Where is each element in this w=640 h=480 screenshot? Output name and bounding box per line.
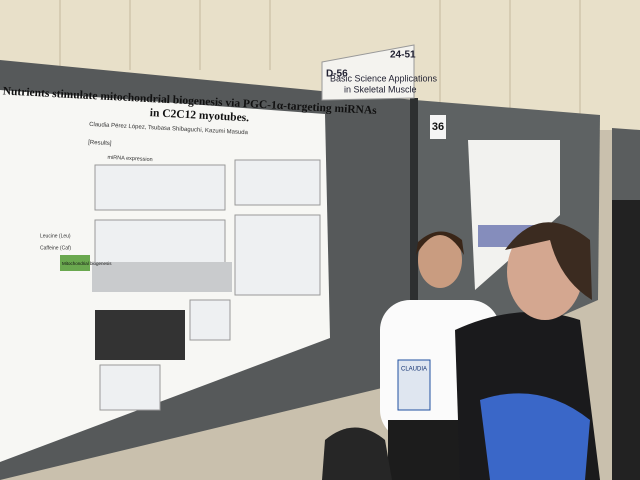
person-pants <box>388 420 468 480</box>
poster-section: [Results] <box>88 140 112 147</box>
person-hair <box>505 222 592 300</box>
board-number: 36 <box>432 121 444 133</box>
badge-name: CLAUDIA <box>401 367 427 373</box>
poster-label: Caffeine (Caf) <box>40 245 71 251</box>
sign-title-line: Basic Science Applications <box>330 73 438 83</box>
poster-figures <box>60 159 321 411</box>
poster-label: Leucine (Leu) <box>40 233 71 239</box>
poster-title-line: in C2C12 myotubes. <box>150 107 250 124</box>
session-sign <box>321 44 415 101</box>
bystander <box>612 200 640 480</box>
second-poster <box>468 140 560 290</box>
sign-code: D-56 <box>326 69 348 80</box>
panel-title: miRNA expression <box>107 155 153 163</box>
poster-label: Mitochondrial biogenesis <box>62 261 112 266</box>
board-post <box>410 98 418 388</box>
backpack <box>322 427 392 480</box>
person-face <box>418 232 462 288</box>
person-hair <box>416 231 464 255</box>
sign-title-line: in Skeletal Muscle <box>344 84 417 94</box>
name-badge <box>397 359 431 411</box>
sign-number: 24-51 <box>390 50 416 61</box>
wall-panels <box>59 0 581 120</box>
board-number-plate <box>430 115 446 139</box>
blue-bag <box>480 393 590 480</box>
